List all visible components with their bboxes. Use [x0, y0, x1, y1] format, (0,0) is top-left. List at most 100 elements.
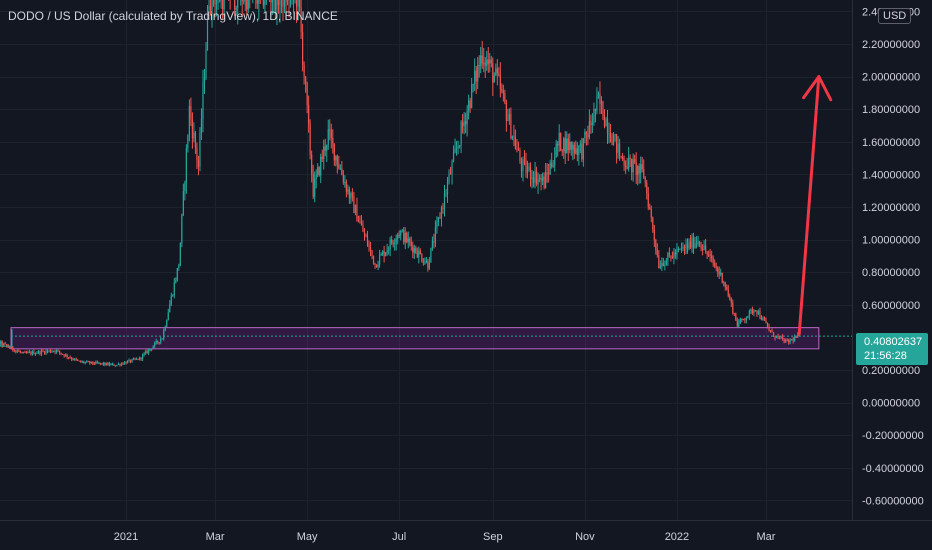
candle: [317, 163, 319, 178]
currency-button[interactable]: USD: [878, 8, 912, 24]
candle: [110, 362, 112, 366]
candle-body: [170, 295, 172, 305]
candle: [300, 0, 302, 40]
candle: [481, 40, 483, 69]
candle-body: [753, 310, 755, 314]
candle-body: [504, 93, 506, 103]
candle: [122, 362, 124, 366]
candle: [705, 238, 707, 254]
candle-body: [631, 158, 633, 173]
candle: [217, 0, 219, 10]
candle: [163, 328, 165, 341]
candle-body: [686, 243, 689, 249]
candle-body: [132, 358, 135, 360]
candle-body: [1, 341, 3, 346]
candle: [271, 0, 274, 15]
candle: [359, 215, 361, 224]
candle: [329, 119, 331, 141]
candle: [308, 95, 310, 133]
candle-body: [567, 138, 569, 151]
candle-body: [659, 266, 661, 269]
candle-body: [95, 361, 97, 364]
candle-body: [339, 168, 341, 170]
candle-body: [314, 178, 316, 197]
candle: [170, 292, 172, 307]
candle-body: [724, 282, 726, 287]
candle-body: [739, 318, 741, 323]
candle: [211, 0, 213, 28]
candle-body: [87, 361, 89, 363]
candle: [472, 83, 474, 93]
candle: [540, 174, 542, 191]
candle-body: [391, 239, 393, 243]
candle-body: [489, 59, 491, 64]
candle-body: [649, 207, 651, 209]
candle: [777, 333, 779, 340]
candle-body: [612, 136, 615, 145]
candle: [537, 172, 539, 194]
candle-body: [454, 149, 456, 153]
candle: [65, 353, 67, 357]
candle: [40, 348, 43, 357]
candle-body: [620, 155, 622, 157]
price-axis[interactable]: 2.400000002.200000002.000000001.80000000…: [862, 6, 924, 507]
candle-body: [386, 250, 388, 253]
candle-body: [549, 163, 551, 175]
candle: [795, 336, 797, 339]
candle-body: [135, 358, 138, 360]
candle: [769, 330, 772, 333]
candle: [382, 250, 384, 256]
candle: [107, 361, 109, 366]
candle-body: [712, 257, 714, 264]
candle-body: [375, 264, 378, 268]
candle: [741, 318, 743, 323]
candle: [720, 268, 722, 277]
candle: [557, 140, 559, 157]
candle-body: [785, 339, 787, 343]
candle: [739, 317, 741, 325]
candle: [602, 100, 604, 121]
candle-body: [271, 0, 274, 3]
candle: [293, 0, 295, 13]
candle-body: [356, 205, 358, 222]
candle: [214, 0, 216, 18]
time-axis[interactable]: 2021 Mar May Jul Sep Nov 2022 Mar: [114, 531, 776, 543]
candle: [517, 141, 520, 151]
candle: [662, 257, 664, 267]
candle-body: [318, 167, 320, 176]
candle: [446, 176, 449, 204]
candle: [125, 361, 127, 365]
candle: [652, 216, 654, 233]
candle: [679, 248, 681, 250]
candle-body: [492, 63, 494, 83]
candle: [582, 138, 584, 167]
candle-body: [617, 143, 619, 153]
candle-body: [138, 357, 141, 360]
candle: [430, 247, 432, 263]
candle: [778, 336, 781, 340]
candle: [197, 155, 200, 176]
candle: [780, 335, 782, 340]
candle-body: [490, 59, 492, 64]
candle: [463, 111, 465, 135]
candle-body: [769, 330, 772, 332]
candle: [128, 358, 130, 363]
candle-body: [403, 230, 405, 243]
candle: [280, 0, 282, 14]
candle-body: [197, 160, 200, 167]
candle-body: [320, 156, 322, 176]
candle: [155, 338, 157, 345]
candle-body: [81, 361, 83, 363]
candle-body: [727, 289, 729, 297]
candle: [21, 351, 23, 354]
candle-body: [295, 0, 298, 7]
candle-body: [22, 352, 24, 354]
candle-body: [42, 350, 44, 352]
candle-body: [576, 148, 578, 156]
candle: [638, 163, 640, 184]
candle-body: [117, 363, 120, 365]
candle-body: [643, 169, 645, 178]
candle: [674, 249, 677, 259]
candle-body: [366, 236, 369, 246]
